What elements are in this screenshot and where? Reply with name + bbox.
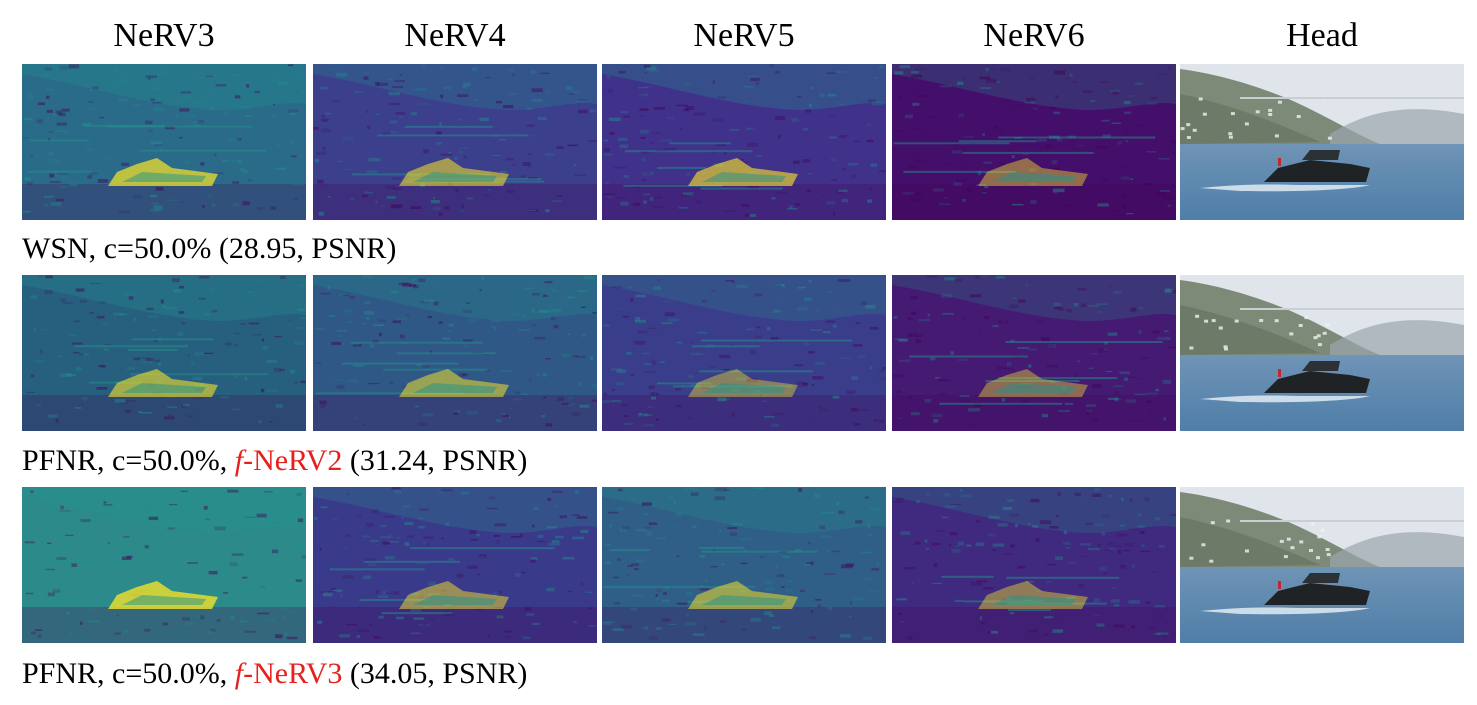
caption-prefix: WSN, c=50.0% (28.95, PSNR): [22, 232, 397, 265]
heatmap-tile: [892, 487, 1176, 643]
column-header-nerv3: NeRV3: [113, 17, 215, 54]
heatmap-tile: [602, 275, 886, 431]
caption-accent-f: f: [234, 444, 244, 477]
row-caption: PFNR, c=50.0%, f-NeRV3 (34.05, PSNR): [22, 654, 527, 694]
photo-tile: [1180, 487, 1464, 643]
caption-accent-rest: -NeRV2: [243, 444, 343, 477]
heatmap-tile: [892, 64, 1176, 220]
heatmap-tile: [602, 487, 886, 643]
heatmap-tile: [22, 275, 306, 431]
photo-tile: [1180, 275, 1464, 431]
row-caption: PFNR, c=50.0%, f-NeRV2 (31.24, PSNR): [22, 441, 527, 481]
heatmap-tile: [313, 64, 597, 220]
photo-tile: [1180, 64, 1464, 220]
heatmap-tile: [313, 487, 597, 643]
heatmap-tile: [602, 64, 886, 220]
heatmap-tile: [313, 275, 597, 431]
heatmap-tile: [892, 275, 1176, 431]
caption-accent: f-NeRV2: [235, 444, 343, 477]
column-header-nerv6: NeRV6: [983, 17, 1085, 54]
column-header-nerv5: NeRV5: [693, 17, 795, 54]
caption-prefix: PFNR, c=50.0%,: [22, 444, 235, 477]
column-header-head: Head: [1286, 17, 1358, 54]
heatmap-tile: [22, 487, 306, 643]
heatmap-tile: [22, 64, 306, 220]
caption-suffix: (34.05, PSNR): [342, 657, 528, 690]
caption-accent: f-NeRV3: [235, 657, 343, 690]
caption-accent-f: f: [234, 657, 244, 690]
caption-accent-rest: -NeRV3: [243, 657, 343, 690]
row-caption: WSN, c=50.0% (28.95, PSNR): [22, 229, 396, 269]
column-header-nerv4: NeRV4: [404, 17, 506, 54]
caption-suffix: (31.24, PSNR): [342, 444, 528, 477]
caption-prefix: PFNR, c=50.0%,: [22, 657, 235, 690]
